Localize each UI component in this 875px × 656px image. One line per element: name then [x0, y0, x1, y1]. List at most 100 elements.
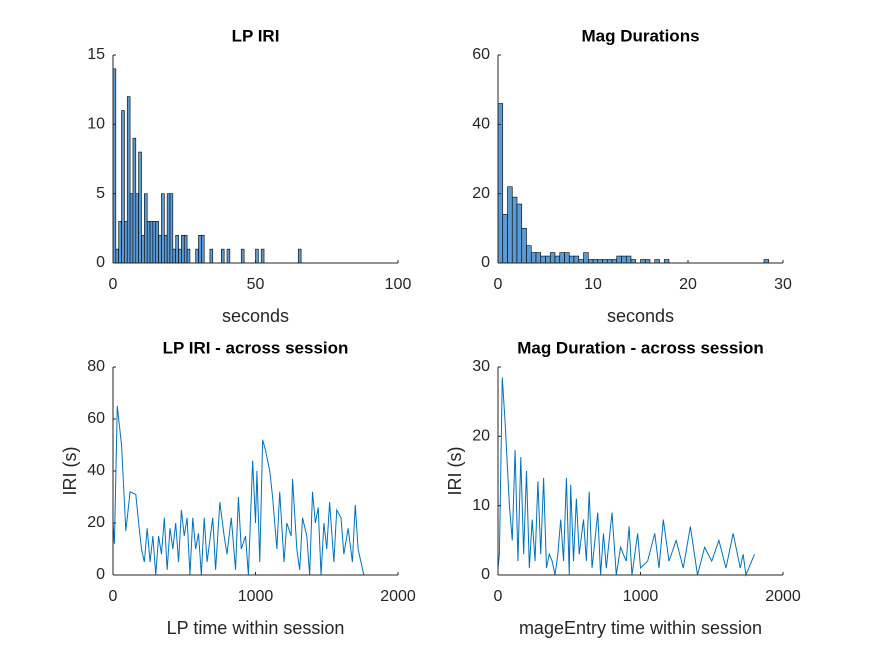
bar [621, 255, 627, 264]
x-axis-label: mageEntry time within session [519, 618, 762, 638]
x-axis-label: LP time within session [167, 618, 345, 638]
bar [625, 255, 632, 264]
bar [124, 221, 128, 264]
bar [602, 259, 608, 264]
bar [209, 248, 214, 264]
bar [121, 110, 125, 264]
bar [152, 221, 157, 264]
bar [606, 259, 613, 264]
bar [240, 248, 245, 264]
bar [164, 234, 168, 264]
bar [502, 214, 508, 264]
bar [169, 193, 174, 264]
x-tick-label: 2000 [380, 588, 416, 605]
bar [132, 137, 137, 264]
bar [549, 252, 556, 264]
data-line [112, 405, 365, 576]
bar [166, 193, 171, 264]
bar [597, 259, 603, 264]
y-tick-label: 40 [87, 462, 105, 479]
x-tick-label: 20 [679, 276, 697, 293]
bar [630, 259, 637, 264]
bar [530, 252, 537, 264]
bar [146, 221, 151, 264]
bar [583, 252, 589, 264]
y-tick-label: 20 [472, 428, 490, 445]
y-tick-label: 0 [96, 254, 105, 271]
y-tick-label: 40 [472, 116, 490, 133]
bar [178, 248, 182, 264]
y-tick-label: 5 [96, 185, 105, 202]
y-tick-label: 0 [481, 566, 490, 583]
bar [175, 234, 179, 264]
x-tick-label: 50 [247, 276, 265, 293]
bar [526, 245, 532, 264]
bar [195, 248, 199, 264]
y-tick-label: 30 [472, 358, 490, 375]
bar [644, 259, 651, 264]
bar [497, 103, 504, 264]
bar [663, 259, 670, 264]
y-tick-label: 20 [87, 514, 105, 531]
x-tick-label: 0 [109, 588, 118, 605]
subplot-title: LP IRI [232, 26, 280, 45]
bar [587, 259, 594, 264]
bar [511, 196, 518, 264]
y-tick-label: 15 [87, 46, 105, 63]
subplot-title: LP IRI - across session [163, 338, 349, 357]
bar [186, 248, 191, 264]
bar [155, 221, 159, 264]
y-tick-label: 0 [96, 566, 105, 583]
bar [507, 186, 513, 264]
y-tick-label: 10 [87, 116, 105, 133]
bar [564, 252, 570, 264]
y-tick-label: 80 [87, 358, 105, 375]
x-tick-label: 10 [584, 276, 602, 293]
bar [226, 248, 231, 264]
bar [141, 234, 145, 264]
x-tick-label: 30 [774, 276, 792, 293]
bar [161, 193, 165, 264]
bar [260, 248, 265, 264]
bar [516, 203, 523, 264]
bar [592, 259, 599, 264]
bar [640, 259, 646, 264]
bar [568, 255, 575, 264]
subplot-title: Mag Durations [581, 26, 699, 45]
bar [126, 96, 131, 264]
x-tick-label: 0 [494, 588, 503, 605]
bar [201, 234, 205, 264]
y-tick-label: 0 [481, 254, 490, 271]
bar [763, 259, 770, 264]
bar [183, 234, 188, 264]
y-axis-label: IRI (s) [445, 447, 465, 496]
bar [138, 151, 142, 264]
bar [115, 248, 119, 264]
y-tick-label: 60 [472, 46, 490, 63]
x-tick-label: 1000 [623, 588, 659, 605]
y-tick-label: 20 [472, 185, 490, 202]
bar [158, 234, 162, 264]
bar [559, 252, 565, 264]
x-tick-label: 100 [385, 276, 412, 293]
bar [540, 255, 546, 264]
bar [521, 228, 527, 264]
bar [144, 193, 148, 264]
bar [535, 252, 542, 264]
x-tick-label: 0 [494, 276, 503, 293]
bar [611, 259, 618, 264]
bar [297, 248, 302, 264]
bar [172, 248, 177, 264]
subplot-title: Mag Duration - across session [517, 338, 764, 357]
data-line [497, 377, 755, 577]
x-axis-label: seconds [222, 306, 289, 326]
bar [221, 248, 225, 264]
bar [578, 259, 584, 264]
bar [129, 193, 134, 264]
y-tick-label: 60 [87, 410, 105, 427]
bar [149, 221, 154, 264]
bar [616, 255, 622, 264]
bar [181, 234, 185, 264]
bar [135, 193, 139, 264]
